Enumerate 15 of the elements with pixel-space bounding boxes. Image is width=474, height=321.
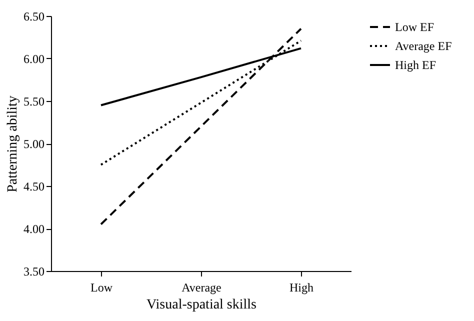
x-axis-title: Visual-spatial skills <box>146 298 256 312</box>
y-axis-title: Patterning ability <box>6 96 20 192</box>
y-tick-label: 6.50 <box>24 10 44 24</box>
y-tick-label: 5.50 <box>24 94 44 108</box>
x-tick-label: Low <box>90 280 113 294</box>
x-tick-label: High <box>290 280 314 294</box>
legend-label: Average EF <box>395 39 452 53</box>
legend-label: Low EF <box>395 20 434 34</box>
y-tick-label: 3.50 <box>24 264 44 278</box>
x-tick-label: Average <box>182 280 222 294</box>
y-tick-label: 5.00 <box>24 137 44 151</box>
legend-label: High EF <box>395 58 436 72</box>
y-tick-label: 4.00 <box>24 222 44 236</box>
y-tick-label: 4.50 <box>24 180 44 194</box>
y-tick-label: 6.00 <box>24 52 44 66</box>
